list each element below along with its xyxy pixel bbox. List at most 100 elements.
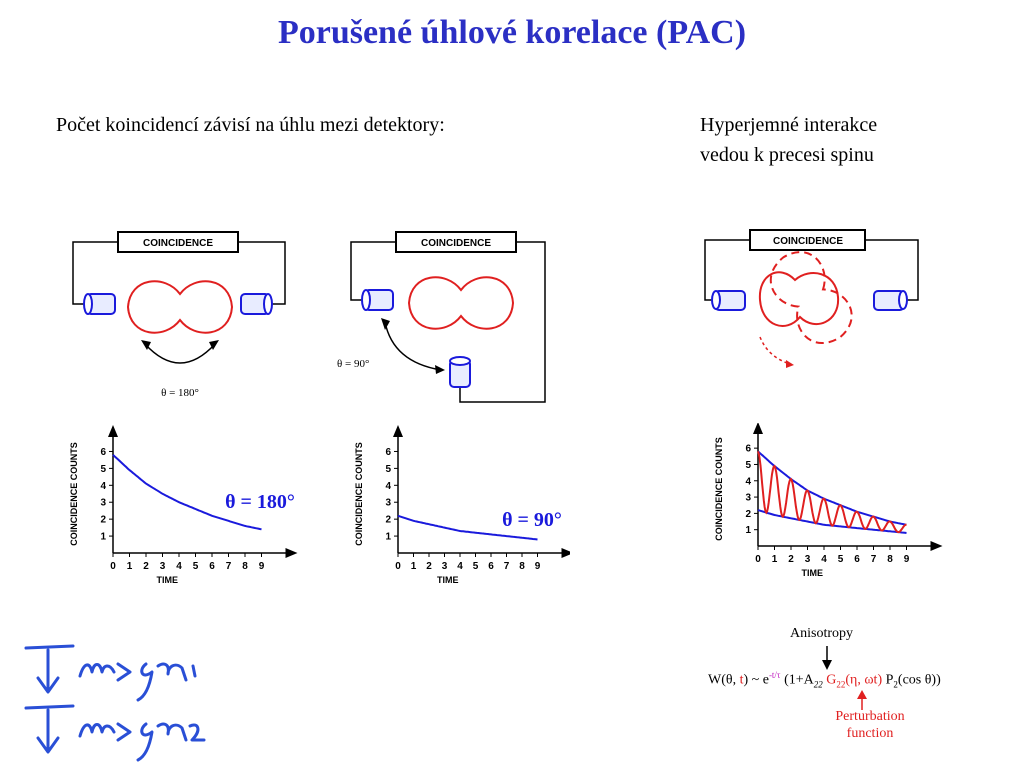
right-description-line1: Hyperjemné interakce bbox=[700, 114, 878, 136]
x-axis-label: TIME bbox=[157, 575, 179, 585]
coincidence-label: COINCIDENCE bbox=[421, 238, 491, 249]
precession-diagram: COINCIDENCE bbox=[704, 229, 919, 368]
y-axis-arrow-icon bbox=[108, 425, 118, 437]
equation-t: t bbox=[739, 672, 744, 688]
series-line bbox=[397, 514, 538, 541]
coincidence-label: COINCIDENCE bbox=[773, 236, 843, 247]
x-tick-label: 5 bbox=[838, 554, 844, 565]
equation-garg: (η, ωt) bbox=[845, 672, 883, 688]
anisotropy-label: Anisotropy bbox=[790, 626, 853, 641]
y-tick-label: 2 bbox=[745, 509, 751, 520]
left-description: Počet koincidencí závisí na úhlu mezi de… bbox=[56, 114, 445, 136]
y-tick-label: 6 bbox=[100, 447, 106, 458]
equation-line: W(θ, t) ~ e-t/τ (1+A22 G22(η, ωt) P2(cos… bbox=[708, 670, 941, 689]
equation-mid: ) ~ e bbox=[743, 672, 769, 688]
detector-left-icon bbox=[711, 290, 746, 311]
x-tick-label: 2 bbox=[143, 561, 149, 572]
y-axis-label: COINCIDENCE COUNTS bbox=[714, 437, 724, 541]
detector-right-icon bbox=[240, 293, 273, 315]
equation-lhs: W(θ, bbox=[708, 672, 740, 688]
y-tick-label: 3 bbox=[745, 493, 751, 504]
equation-exponent: -t/τ bbox=[768, 670, 781, 680]
y-tick-label: 6 bbox=[745, 444, 751, 455]
y-tick-label: 3 bbox=[100, 498, 106, 509]
angle-arrow-icon bbox=[384, 321, 442, 371]
x-tick-label: 7 bbox=[871, 554, 877, 565]
detector-bottom-icon bbox=[449, 356, 471, 388]
x-tick-label: 8 bbox=[242, 561, 248, 572]
angle-label: θ = 180° bbox=[161, 387, 199, 399]
equation-term: (1+A bbox=[780, 672, 814, 688]
x-tick-label: 1 bbox=[411, 561, 417, 572]
equation-gsub: 22 bbox=[836, 679, 846, 690]
x-tick-label: 6 bbox=[854, 554, 860, 565]
handwritten-notes bbox=[24, 644, 206, 762]
page-title: Porušené úhlové korelace (PAC) bbox=[277, 14, 747, 51]
rotated-distribution-shape bbox=[769, 251, 853, 344]
detector-left-icon bbox=[361, 289, 394, 311]
series-line bbox=[757, 450, 907, 526]
y-axis-arrow-icon bbox=[753, 423, 763, 434]
y-axis-label: COINCIDENCE COUNTS bbox=[354, 442, 364, 546]
x-tick-label: 7 bbox=[504, 561, 510, 572]
x-tick-label: 8 bbox=[887, 554, 893, 565]
x-tick-label: 6 bbox=[209, 561, 215, 572]
y-tick-label: 5 bbox=[745, 460, 751, 471]
plot-annotation: θ = 90° bbox=[502, 509, 562, 531]
y-axis-label: COINCIDENCE COUNTS bbox=[69, 442, 79, 546]
equation-g: G bbox=[822, 672, 837, 688]
x-axis-label: TIME bbox=[437, 575, 459, 585]
equation-sub22: 22 bbox=[813, 679, 823, 690]
x-tick-label: 5 bbox=[193, 561, 199, 572]
plot-annotation: θ = 180° bbox=[225, 491, 295, 513]
x-tick-label: 8 bbox=[519, 561, 525, 572]
x-axis-arrow-icon bbox=[561, 548, 570, 558]
perturbation-label: Perturbation function bbox=[800, 708, 940, 742]
equation-p: P bbox=[882, 672, 894, 688]
x-axis-label: TIME bbox=[802, 568, 824, 578]
x-tick-label: 6 bbox=[488, 561, 494, 572]
y-tick-label: 1 bbox=[100, 532, 106, 543]
detector-diagram-180: COINCIDENCE θ = 180° bbox=[55, 222, 305, 407]
x-tick-label: 2 bbox=[788, 554, 794, 565]
x-tick-label: 9 bbox=[904, 554, 910, 565]
x-tick-label: 0 bbox=[755, 554, 761, 565]
y-tick-label: 1 bbox=[385, 532, 391, 543]
y-tick-label: 5 bbox=[100, 464, 106, 475]
x-tick-label: 4 bbox=[821, 554, 827, 565]
equation-psub: 2 bbox=[893, 679, 898, 690]
coincidence-label: COINCIDENCE bbox=[143, 238, 213, 249]
x-tick-label: 3 bbox=[160, 561, 166, 572]
precession-arrow-icon bbox=[759, 336, 791, 365]
x-tick-label: 3 bbox=[442, 561, 448, 572]
x-axis-arrow-icon bbox=[930, 541, 943, 551]
x-tick-label: 2 bbox=[426, 561, 432, 572]
angular-distribution-shape bbox=[758, 271, 840, 327]
y-tick-label: 4 bbox=[745, 476, 751, 487]
perturbation-label-line1: Perturbation bbox=[835, 709, 905, 724]
equation-tail: (cos θ)) bbox=[897, 672, 941, 688]
x-tick-label: 4 bbox=[457, 561, 463, 572]
y-tick-label: 1 bbox=[745, 525, 751, 536]
oscillating-series-line bbox=[757, 451, 907, 534]
angle-arrow-icon bbox=[144, 343, 216, 364]
x-axis-arrow-icon bbox=[285, 548, 298, 558]
x-tick-label: 4 bbox=[176, 561, 182, 572]
handwritten-notes-scribble bbox=[24, 644, 206, 762]
angular-distribution-shape bbox=[407, 276, 515, 330]
detector-right-icon bbox=[873, 290, 908, 311]
x-tick-label: 1 bbox=[127, 561, 133, 572]
perturbation-arrow-icon bbox=[857, 690, 867, 710]
y-tick-label: 4 bbox=[100, 481, 106, 492]
angular-distribution-shape bbox=[126, 280, 234, 334]
series-line bbox=[112, 454, 262, 531]
y-tick-label: 3 bbox=[385, 498, 391, 509]
detector-diagram-90: COINCIDENCE θ = 90° bbox=[337, 231, 546, 403]
x-tick-label: 3 bbox=[805, 554, 811, 565]
